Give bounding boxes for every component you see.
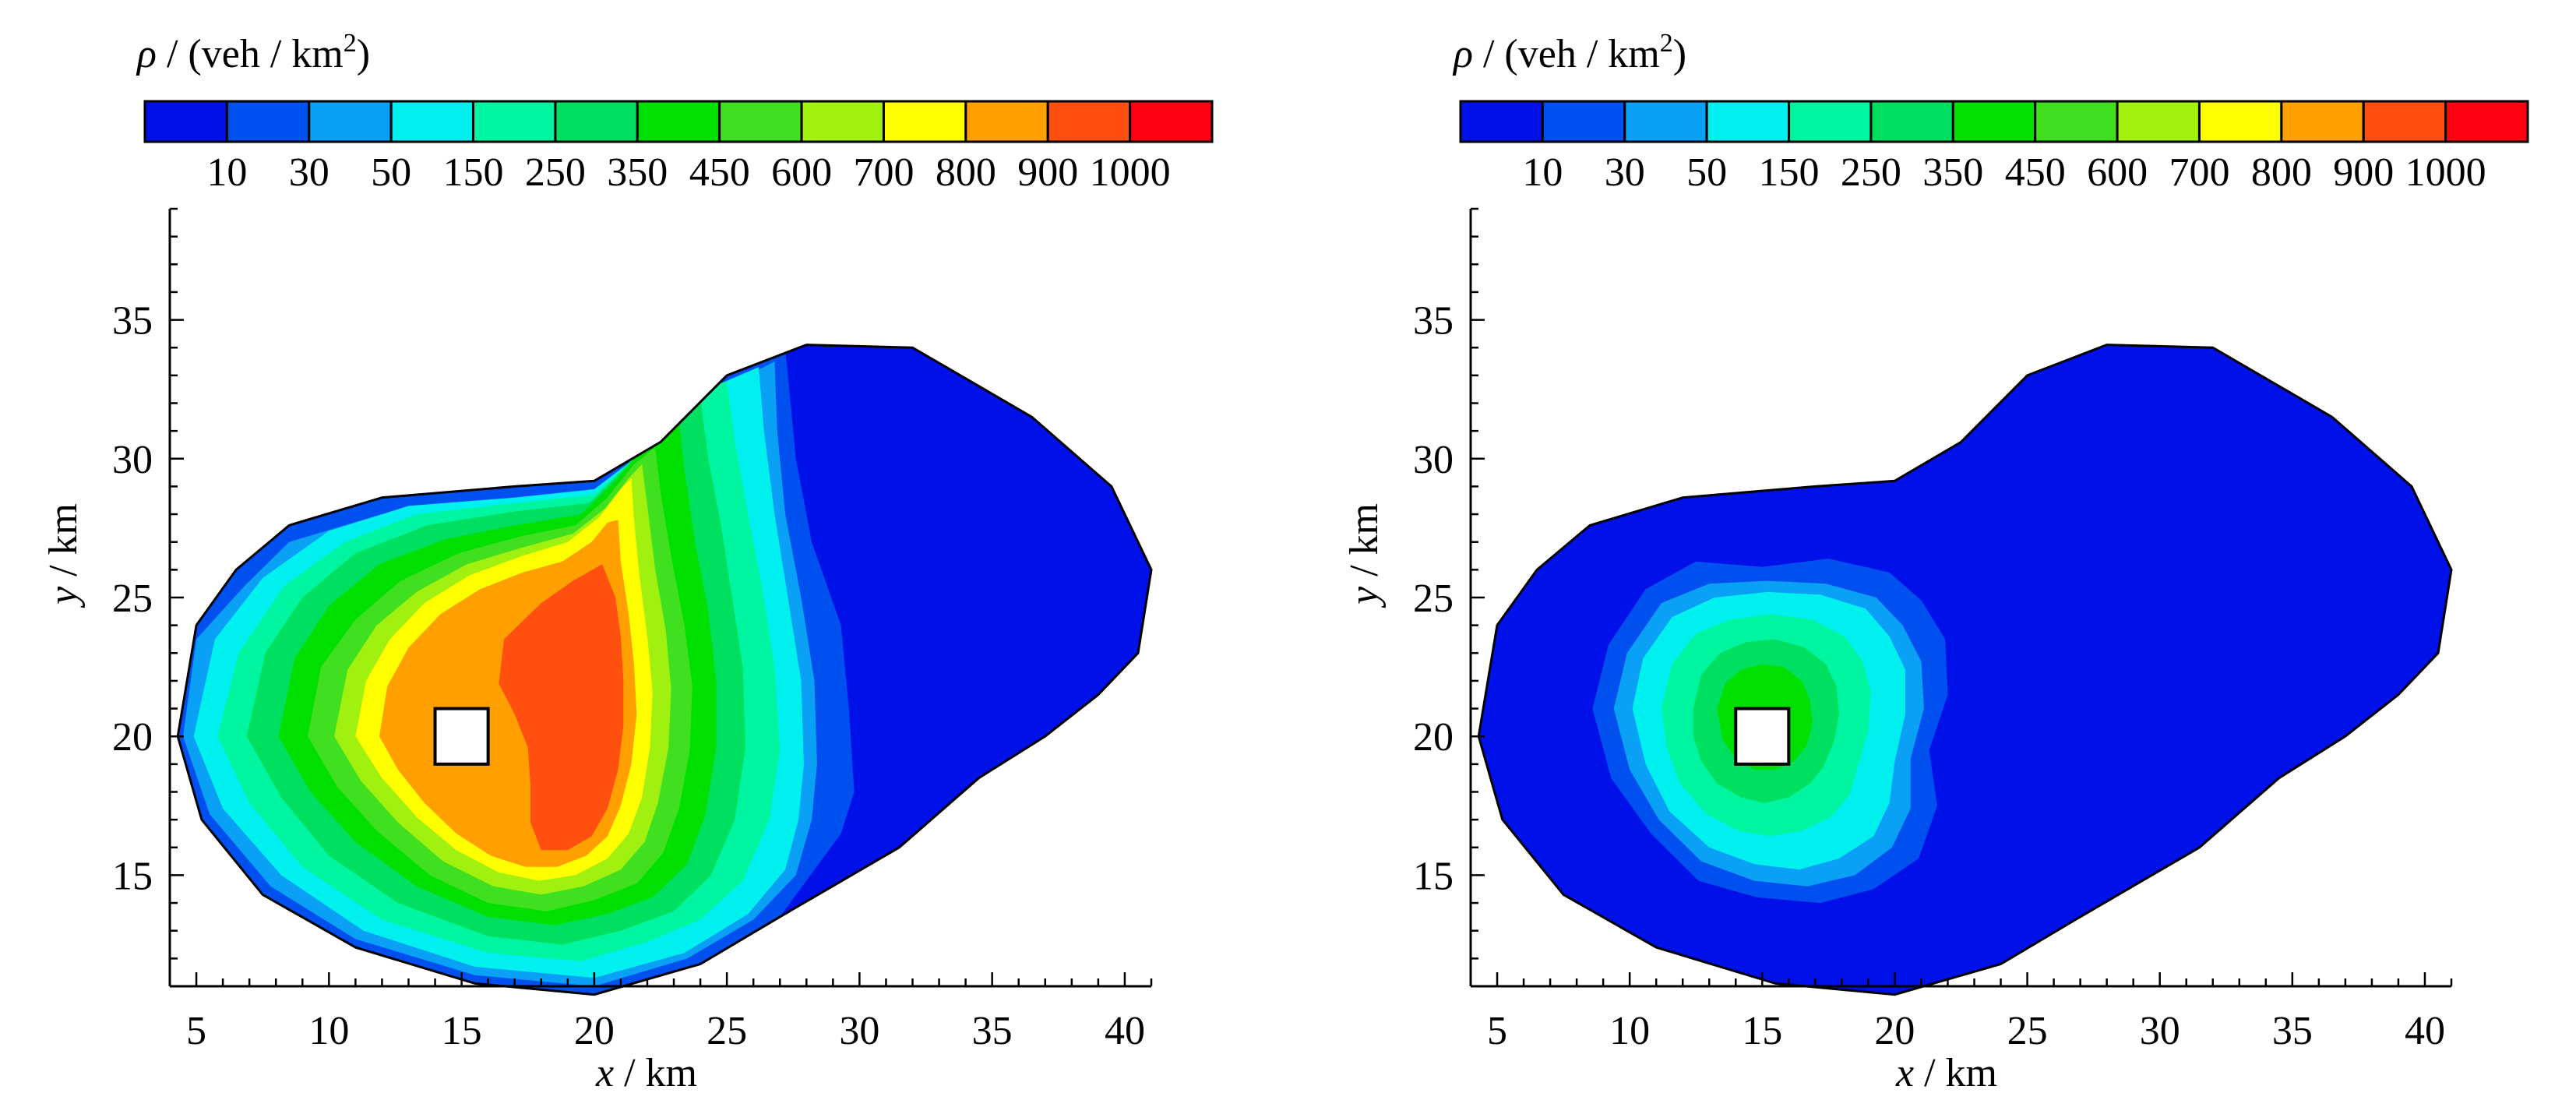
colorbar-tick-label: 900 xyxy=(1017,150,1078,195)
colorbar-tick-label: 10 xyxy=(1522,150,1563,195)
colorbar-tick-label: 900 xyxy=(2333,150,2394,195)
colorbar-tick-label: 150 xyxy=(443,150,504,195)
contour-fills xyxy=(1478,344,2451,995)
colorbar-swatch xyxy=(554,100,639,143)
x-tick-label: 20 xyxy=(574,1009,615,1053)
colorbar-tick-label: 350 xyxy=(607,150,668,195)
y-tick-label: 25 xyxy=(112,576,153,621)
colorbar-swatch xyxy=(2197,100,2283,143)
colorbar-tick-label: 50 xyxy=(1686,150,1727,195)
colorbar-tick-label: 50 xyxy=(371,150,411,195)
x-tick-label: 25 xyxy=(707,1009,747,1053)
y-tick-label: 15 xyxy=(112,854,153,898)
x-tick-label: 10 xyxy=(1609,1009,1650,1053)
colorbar-swatch xyxy=(2116,100,2201,143)
x-tick-label: 5 xyxy=(186,1009,206,1053)
colorbar-tick-label: 450 xyxy=(689,150,750,195)
contour-plot: 5 10 15 20 25 30 35 40 15 20 25 30 35 xyxy=(1413,207,2453,1053)
colorbar-swatch xyxy=(882,100,967,143)
colorbar-tick-label: 600 xyxy=(2087,150,2148,195)
colorbar-tick-label: 700 xyxy=(2169,150,2229,195)
x-tick-label: 40 xyxy=(2405,1009,2445,1053)
colorbar-swatch xyxy=(800,100,885,143)
y-tick-label: 20 xyxy=(1413,715,1454,760)
colorbar-tick-label: 30 xyxy=(1605,150,1645,195)
colorbar-tick-label: 1000 xyxy=(1090,150,1171,195)
y-tick-label: 25 xyxy=(1413,576,1454,621)
colorbar: 10 30 50 150 250 350 450 600 700 800 900 1000 xyxy=(143,100,1214,195)
colorbar-tick-label: 450 xyxy=(2005,150,2066,195)
y-tick-label: 30 xyxy=(1413,438,1454,482)
colorbar-swatch xyxy=(2280,100,2365,143)
colorbar-swatch xyxy=(1869,100,1954,143)
colorbar-tick-label: 1000 xyxy=(2405,150,2486,195)
x-tick-label: 30 xyxy=(839,1009,879,1053)
colorbar-tick-label: 30 xyxy=(289,150,329,195)
contour-plot: 5 10 15 20 25 30 35 40 15 20 25 30 35 xyxy=(112,207,1153,1053)
colorbar-tick-label: 150 xyxy=(1759,150,1820,195)
x-tick-label: 30 xyxy=(2140,1009,2180,1053)
colorbar-title: ρ / (veh / km2) xyxy=(1452,29,1686,76)
left-panel: ρ / (veh / km2) 10 30 50 150 250 350 450 600 700… xyxy=(41,29,1214,1095)
y-tick-label: 15 xyxy=(1413,854,1454,898)
x-tick-label: 40 xyxy=(1105,1009,1145,1053)
x-tick-label: 15 xyxy=(442,1009,482,1053)
y-tick-label: 35 xyxy=(1413,299,1454,344)
x-tick-label: 35 xyxy=(972,1009,1013,1053)
contour-fills xyxy=(178,344,1152,995)
colorbar-swatch xyxy=(1459,100,1544,143)
colorbar-tick-label: 600 xyxy=(771,150,832,195)
right-panel: ρ / (veh / km2) 10 30 50 150 250 350 450 600 700… xyxy=(1342,29,2529,1095)
colorbar-tick-label: 700 xyxy=(853,150,914,195)
colorbar-swatch xyxy=(1046,100,1132,143)
colorbar-swatch xyxy=(1623,100,1708,143)
colorbar-swatch xyxy=(225,100,311,143)
colorbar-swatch xyxy=(1951,100,2037,143)
colorbar-tick-label: 350 xyxy=(1922,150,1983,195)
x-tick-label: 15 xyxy=(1742,1009,1782,1053)
colorbar-swatch xyxy=(964,100,1049,143)
colorbar-swatch xyxy=(1541,100,1626,143)
colorbar-tick-label: 250 xyxy=(525,150,586,195)
colorbar-tick-label: 10 xyxy=(206,150,247,195)
colorbar-swatch xyxy=(718,100,803,143)
colorbar-swatch xyxy=(2362,100,2447,143)
colorbar-swatch xyxy=(308,100,393,143)
y-axis-label: y / km xyxy=(41,503,86,608)
colorbar: 10 30 50 150 250 350 450 600 700 800 900 1000 xyxy=(1459,100,2529,195)
colorbar-swatch xyxy=(1788,100,1873,143)
colorbar-swatch xyxy=(143,100,228,143)
contour-band xyxy=(499,564,624,851)
colorbar-swatch xyxy=(389,100,475,143)
y-tick-label: 30 xyxy=(112,438,153,482)
colorbar-swatch xyxy=(2034,100,2119,143)
colorbar-swatch xyxy=(1129,100,1214,143)
x-axis-label: x / km xyxy=(595,1051,697,1095)
x-tick-label: 25 xyxy=(2007,1009,2048,1053)
y-axis-label: y / km xyxy=(1342,503,1387,608)
colorbar-tick-label: 250 xyxy=(1841,150,1901,195)
y-tick-label: 20 xyxy=(112,715,153,760)
x-tick-label: 35 xyxy=(2272,1009,2313,1053)
y-tick-label: 35 xyxy=(112,299,153,344)
colorbar-swatch xyxy=(472,100,557,143)
source-square xyxy=(433,707,490,766)
colorbar-tick-label: 800 xyxy=(936,150,996,195)
colorbar-swatch xyxy=(1705,100,1791,143)
x-tick-label: 20 xyxy=(1874,1009,1915,1053)
colorbar-title: ρ / (veh / km2) xyxy=(136,29,370,76)
x-tick-label: 10 xyxy=(308,1009,349,1053)
x-tick-label: 5 xyxy=(1487,1009,1507,1053)
x-axis-label: x / km xyxy=(1895,1051,1997,1095)
source-square xyxy=(1734,707,1791,766)
colorbar-swatch xyxy=(2444,100,2529,143)
colorbar-swatch xyxy=(636,100,721,143)
colorbar-tick-label: 800 xyxy=(2251,150,2312,195)
